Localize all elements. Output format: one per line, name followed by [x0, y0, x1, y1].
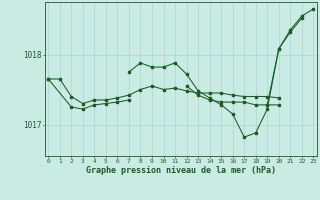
- X-axis label: Graphe pression niveau de la mer (hPa): Graphe pression niveau de la mer (hPa): [86, 166, 276, 175]
